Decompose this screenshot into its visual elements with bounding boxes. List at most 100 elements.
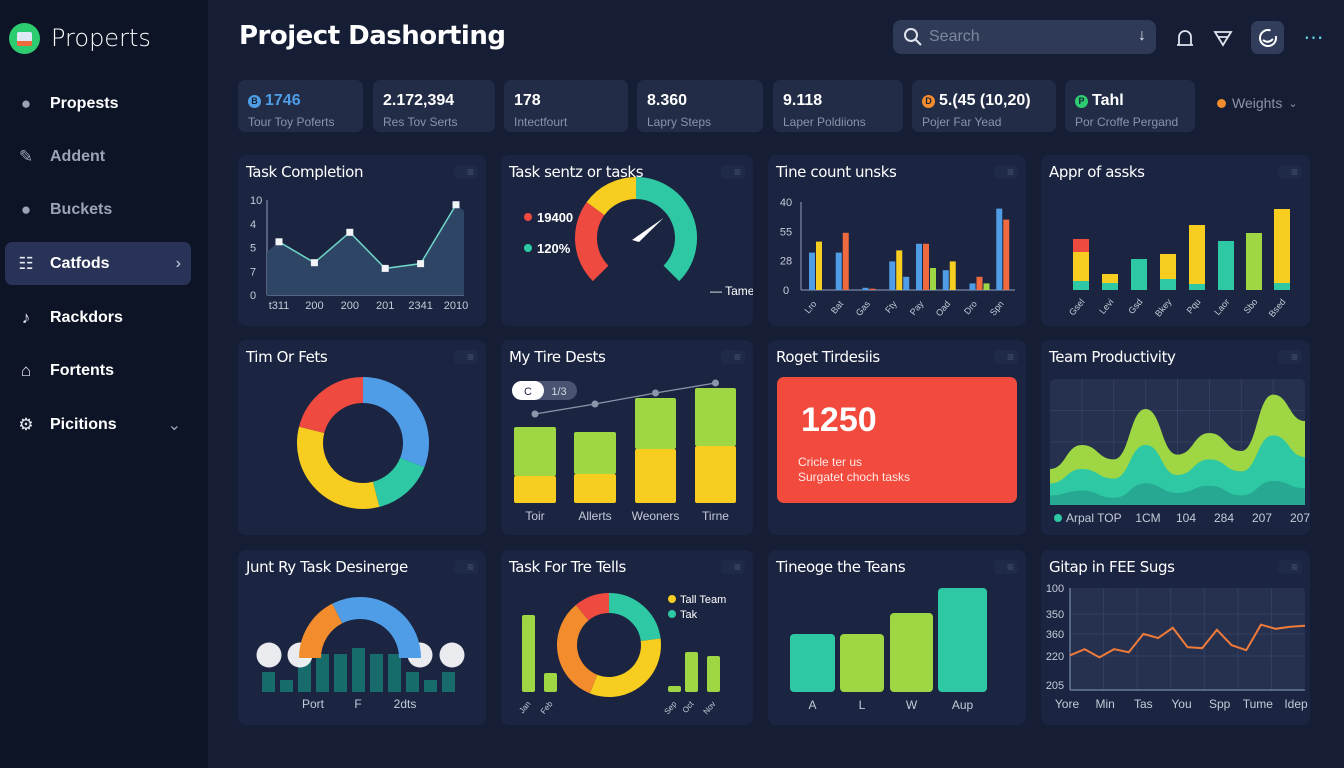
bar-segment [1160,254,1176,279]
stat-card[interactable]: 8.360 Lapry Steps [637,80,763,132]
chevron-down-icon[interactable]: ⌄ [167,416,181,434]
stat-value: 9.118 [783,92,823,109]
chart-my-tire: Toir Allerts Weoners Tirne C 1/3 [512,379,736,523]
stat-card[interactable]: D 5.(45 (10,20) Pojer Far Yead [912,80,1056,132]
card-line-chart: 100 350 360 220 205 Yore Min Tas You Spp Tume Idep G… [1041,550,1310,725]
stat-card[interactable]: 2.172,394 Res Tov Serts [373,80,495,132]
brand-name: Properts [51,24,151,52]
line-point [712,379,719,387]
chart-gauge: 19400 120% — Tame [524,177,753,298]
donut-slice [557,604,598,694]
bar-segment [1246,233,1262,290]
sidebar-item-addent[interactable]: ✎ Addent [5,135,191,178]
menu-icon[interactable]: ≡ [721,165,745,179]
stat-label: Por Croffe Pergand [1075,115,1179,129]
sidebar-item-picitions[interactable]: ⚙ Picitions ⌄ [5,403,191,446]
bar [916,243,922,290]
stat-value-row: 178 [514,92,628,110]
sidebar-item-propests[interactable]: ● Propests [5,82,191,125]
chart-team-donut: Jan Feb Sep Oct Nov Tall Team Tak [517,593,726,716]
line-point [652,389,659,397]
stat-value-row: B 1746 [248,92,363,110]
card-title: My Tire Dests [509,348,606,366]
menu-icon[interactable]: ≡ [454,165,478,179]
arrow-down-icon[interactable]: ↓ [1138,27,1146,44]
menu-icon[interactable]: ≡ [994,560,1018,574]
bar-segment [574,474,616,503]
kpi-line-2: Surgatet choch tasks [798,470,910,484]
menu-icon[interactable]: ≡ [454,560,478,574]
stat-card[interactable]: 9.118 Laper Poldiions [773,80,903,132]
gear-icon: ⚙ [18,414,34,434]
data-point [346,228,354,236]
menu-icon[interactable]: ≡ [994,165,1018,179]
bar-segment [695,388,736,446]
x-tick-label: Bsed [1267,297,1288,319]
more-icon[interactable]: ⋯ [1303,26,1325,49]
menu-icon[interactable]: ≡ [1278,560,1302,574]
card-title: Junt Ry Task Desinerge [246,558,408,576]
avatar-icon[interactable] [1251,21,1284,54]
sidebar-item-buckets[interactable]: ● Buckets [5,188,191,231]
weights-dot [1217,98,1226,108]
line-point [591,400,599,408]
bar-segment [1073,281,1089,290]
menu-icon[interactable]: ≡ [454,350,478,364]
menu-icon[interactable]: ≡ [994,350,1018,364]
toggle-knob [512,381,544,400]
bar-segment [1131,259,1147,290]
logo-icon [9,23,40,54]
menu-icon[interactable]: ≡ [721,560,745,574]
stat-label: Tour Toy Poferts [248,115,335,129]
card-title: Task sentz or tasks [509,163,644,181]
stat-card[interactable]: B 1746 Tour Toy Poferts [238,80,363,132]
stat-value: 8.360 [647,92,688,109]
area-series [1050,481,1305,505]
menu-icon[interactable]: ≡ [1278,350,1302,364]
x-tick-label: Sep [662,699,678,716]
x-tick-label: t311 [269,300,290,312]
bar-segment [1189,284,1205,290]
bar [996,208,1003,290]
stat-label: Intectfourt [514,115,568,129]
x-tick-label: 200 [341,300,359,312]
bar-segment [635,449,676,503]
card-team-donut: Jan Feb Sep Oct Nov Tall Team Tak Task For Tre … [501,550,753,725]
sidebar-item-fortents[interactable]: ⌂ Fortents [5,349,191,392]
x-tick-label: Spp [1209,697,1231,711]
filter-icon[interactable] [1212,27,1234,49]
x-tick-label: Gsel [1067,297,1087,318]
stat-value: 5.(45 (10,20) [939,92,1031,109]
sidebar-item-rackdors[interactable]: ♪ Rackdors [5,296,191,339]
card-title: Task For Tre Tells [509,558,626,576]
x-tick-label: 207 [1252,511,1272,525]
search-icon [904,28,922,46]
search-input[interactable] [929,27,1119,47]
series-line [534,382,716,415]
search-box[interactable]: ↓ [893,20,1156,54]
bar [262,672,275,692]
gauge-needle [632,218,664,242]
data-point [381,264,389,272]
x-tick-label: Idep [1284,697,1308,711]
y-tick-label: 220 [1046,651,1064,663]
bar-segment [1102,283,1118,290]
sidebar-item-label: Propests [50,94,119,112]
sidebar: Properts ● Propests ✎ Addent ● Buckets ☷ Catfod… [0,0,208,768]
menu-icon[interactable]: ≡ [1278,165,1302,179]
x-tick-label: Spn [988,299,1006,318]
card-productivity: Arpal TOP 1CM 104 284 207 207 Team Productivit… [1041,340,1310,535]
bell-icon[interactable] [1174,27,1196,49]
y-tick-label: 4 [250,219,256,231]
weights-dropdown[interactable]: Weights ⌄ [1217,95,1298,111]
stat-card[interactable]: 178 Intectfourt [504,80,628,132]
card-title: Team Productivity [1049,348,1176,366]
card-title: Tim Or Fets [246,348,328,366]
donut-slice [575,593,610,621]
sidebar-item-label: Addent [50,147,106,165]
menu-icon[interactable]: ≡ [721,350,745,364]
stat-value-row: 8.360 [647,92,763,110]
sidebar-item-catfods[interactable]: ☷ Catfods › [5,242,191,285]
chevron-right-icon[interactable]: › [175,254,181,272]
stat-card[interactable]: P Tahl Por Croffe Pergand [1065,80,1195,132]
